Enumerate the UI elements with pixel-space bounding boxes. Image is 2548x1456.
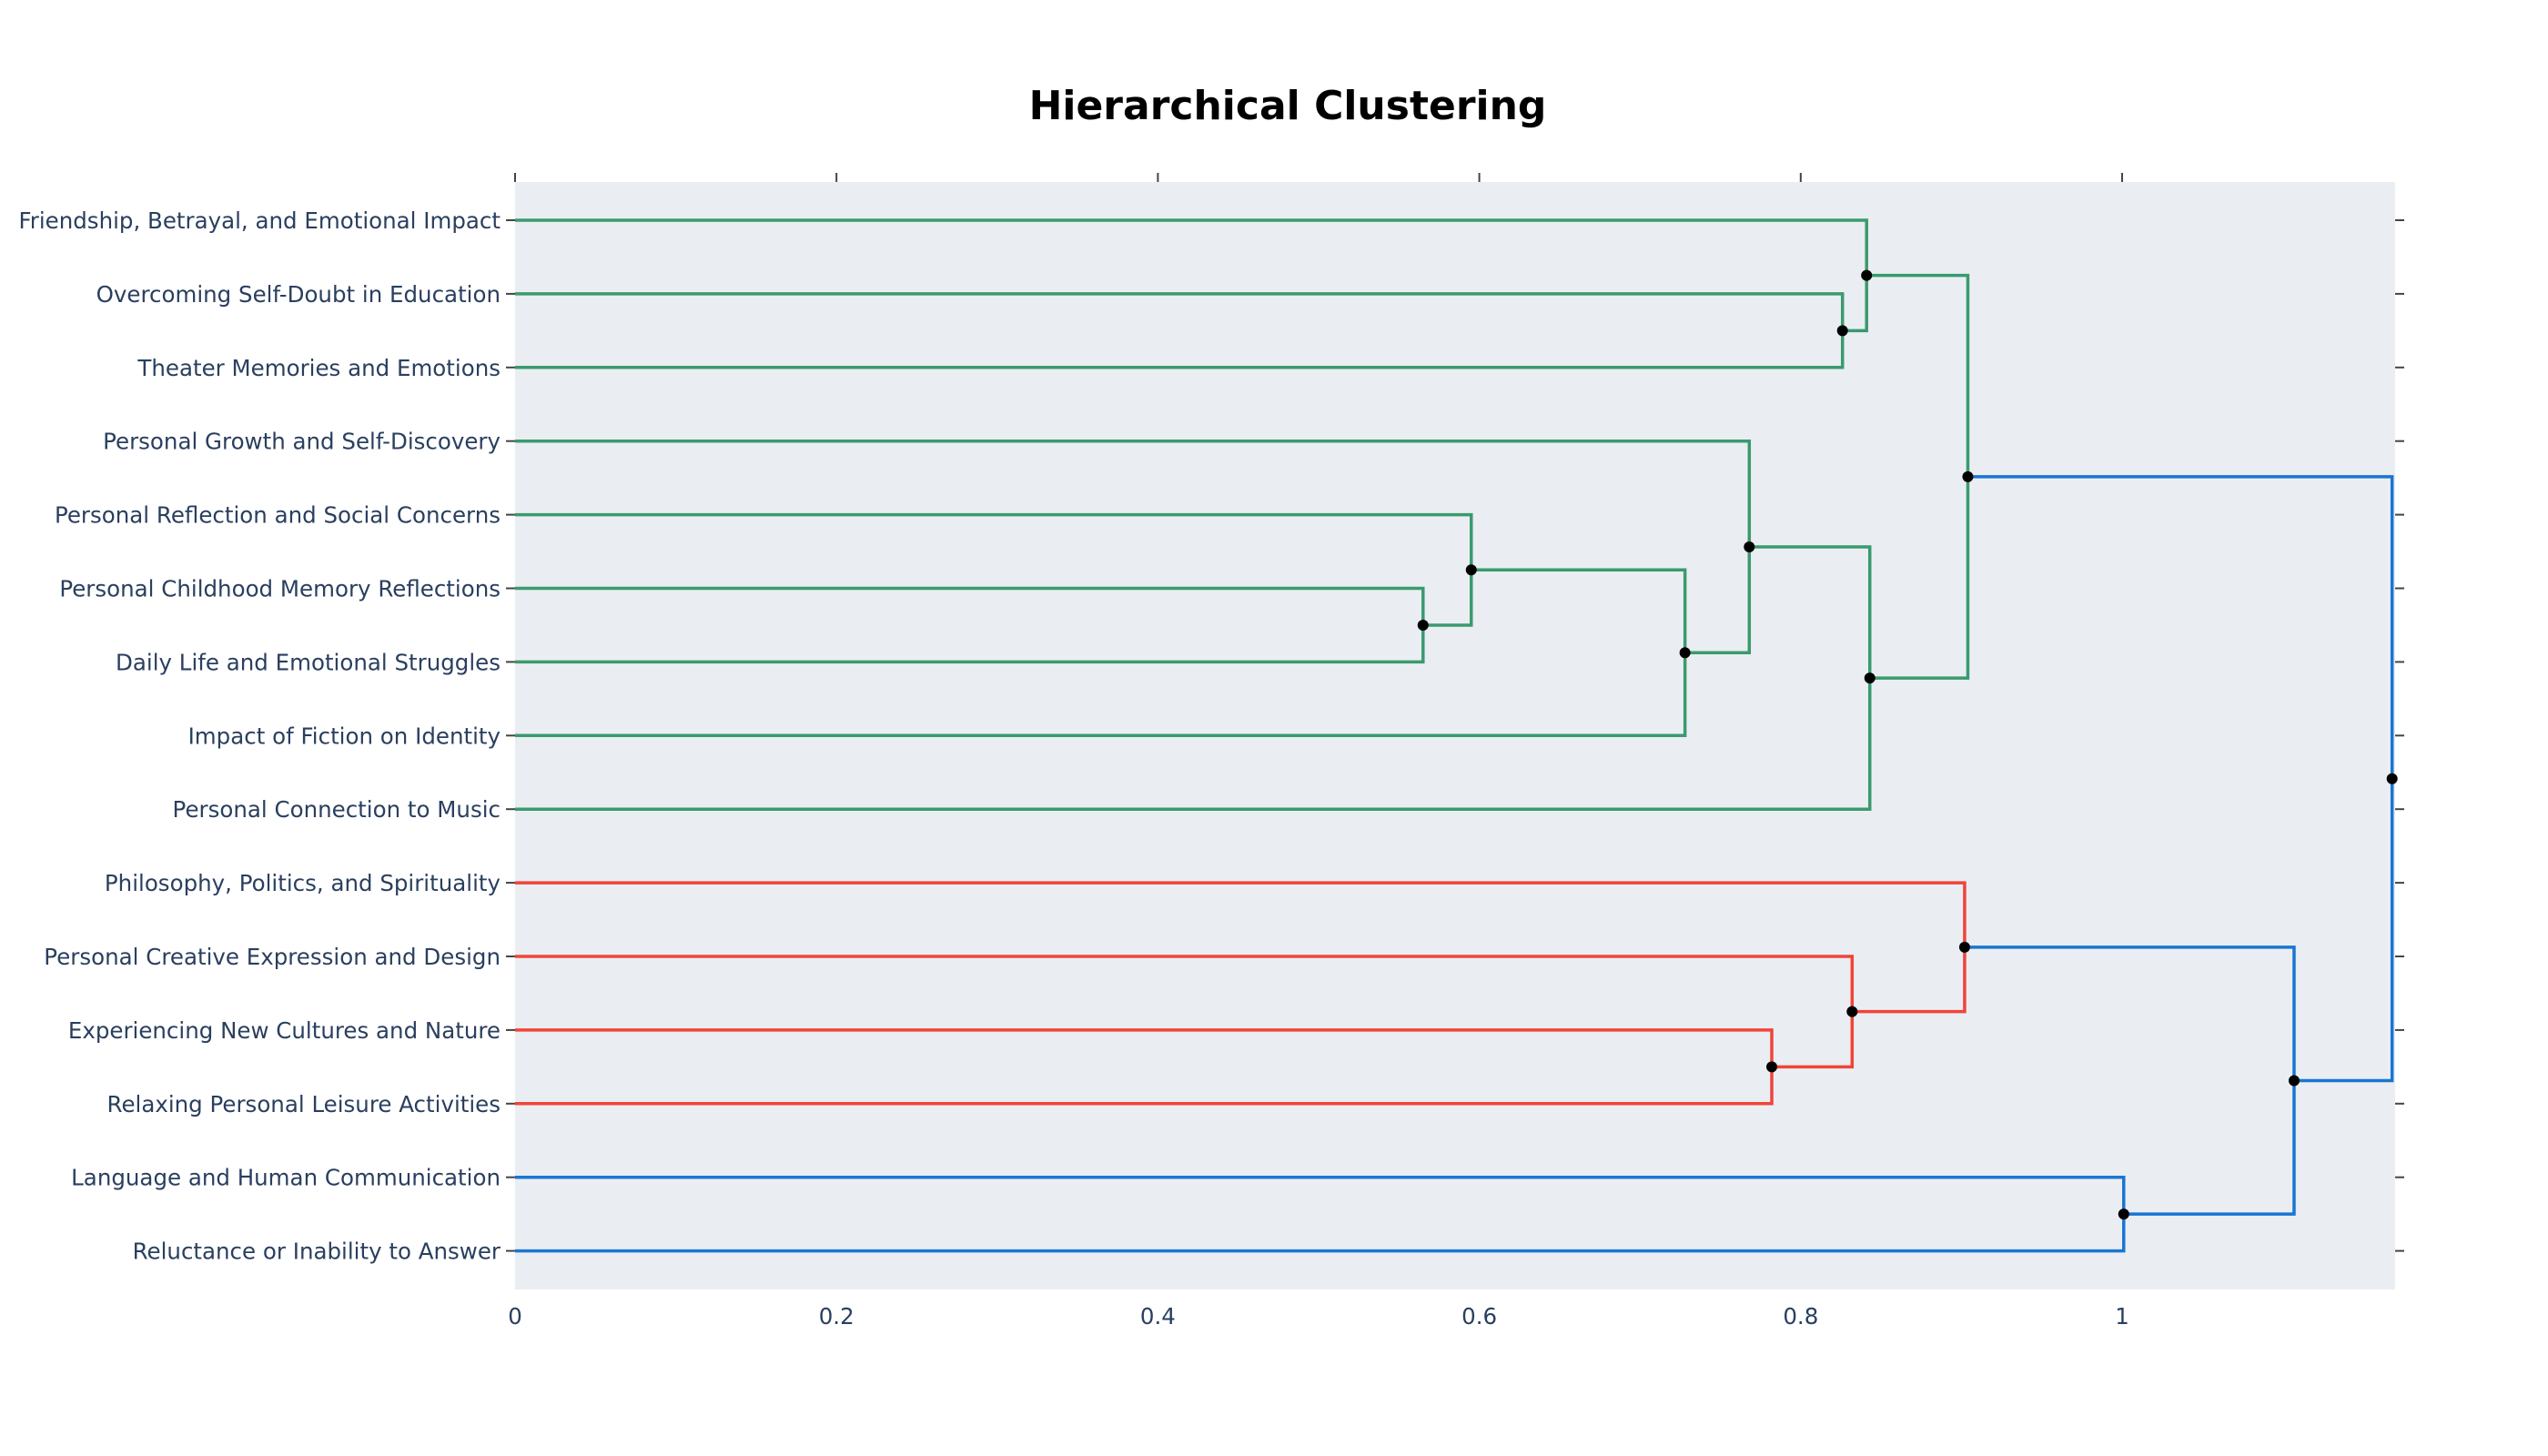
leaf-label: Personal Creative Expression and Design: [44, 944, 500, 970]
leaf-label: Daily Life and Emotional Struggles: [116, 649, 500, 675]
x-tick-label: 0.2: [819, 1303, 854, 1330]
merge-node-m3[interactable]: [1679, 647, 1691, 659]
merge-node-m13[interactable]: [2288, 1075, 2300, 1087]
merge-node-m10[interactable]: [1846, 1006, 1858, 1017]
leaf-label: Personal Growth and Self-Discovery: [103, 429, 500, 455]
merge-node-m4[interactable]: [1744, 541, 1755, 552]
x-tick-label: 0: [508, 1303, 522, 1330]
merge-node-m9[interactable]: [1766, 1061, 1778, 1073]
merge-node-m6[interactable]: [1836, 325, 1848, 337]
merge-node-m11[interactable]: [1958, 941, 1970, 953]
leaf-label: Personal Childhood Memory Reflections: [59, 576, 500, 602]
leaf-label: Reluctance or Inability to Answer: [133, 1239, 501, 1265]
merge-node-m12[interactable]: [2118, 1208, 2129, 1220]
merge-node-m5[interactable]: [1864, 672, 1876, 684]
merge-node-m8[interactable]: [1962, 470, 1974, 482]
leaf-label: Friendship, Betrayal, and Emotional Impa…: [18, 207, 500, 234]
merge-node-m7[interactable]: [1861, 269, 1873, 281]
x-tick-label: 0.8: [1783, 1303, 1818, 1330]
x-tick-label: 0.4: [1140, 1303, 1176, 1330]
leaf-label: Theater Memories and Emotions: [136, 355, 500, 381]
leaf-label: Philosophy, Politics, and Spirituality: [105, 870, 500, 896]
merge-node-m1[interactable]: [1417, 619, 1429, 631]
leaf-labels: Friendship, Betrayal, and Emotional Impa…: [18, 207, 500, 1265]
x-tick-label: 0.6: [1461, 1303, 1497, 1330]
leaf-label: Personal Reflection and Social Concerns: [55, 502, 500, 529]
leaf-label: Experiencing New Cultures and Nature: [68, 1017, 500, 1044]
leaf-label: Overcoming Self-Doubt in Education: [96, 281, 500, 308]
axis-ticks: [506, 173, 2404, 1252]
leaf-label: Impact of Fiction on Identity: [188, 723, 500, 749]
leaf-label: Language and Human Communication: [71, 1165, 500, 1191]
leaf-label: Relaxing Personal Leisure Activities: [107, 1091, 500, 1117]
chart-title: Hierarchical Clustering: [1029, 83, 1547, 129]
merge-node-m14[interactable]: [2386, 773, 2398, 784]
leaf-label: Personal Connection to Music: [173, 796, 500, 823]
merge-node-m2[interactable]: [1465, 564, 1477, 576]
merge-nodes: [1417, 269, 2398, 1220]
x-axis-tick-labels: 0 0.2 0.4 0.6 0.8 1: [508, 1303, 2129, 1330]
x-tick-label: 1: [2115, 1303, 2129, 1330]
